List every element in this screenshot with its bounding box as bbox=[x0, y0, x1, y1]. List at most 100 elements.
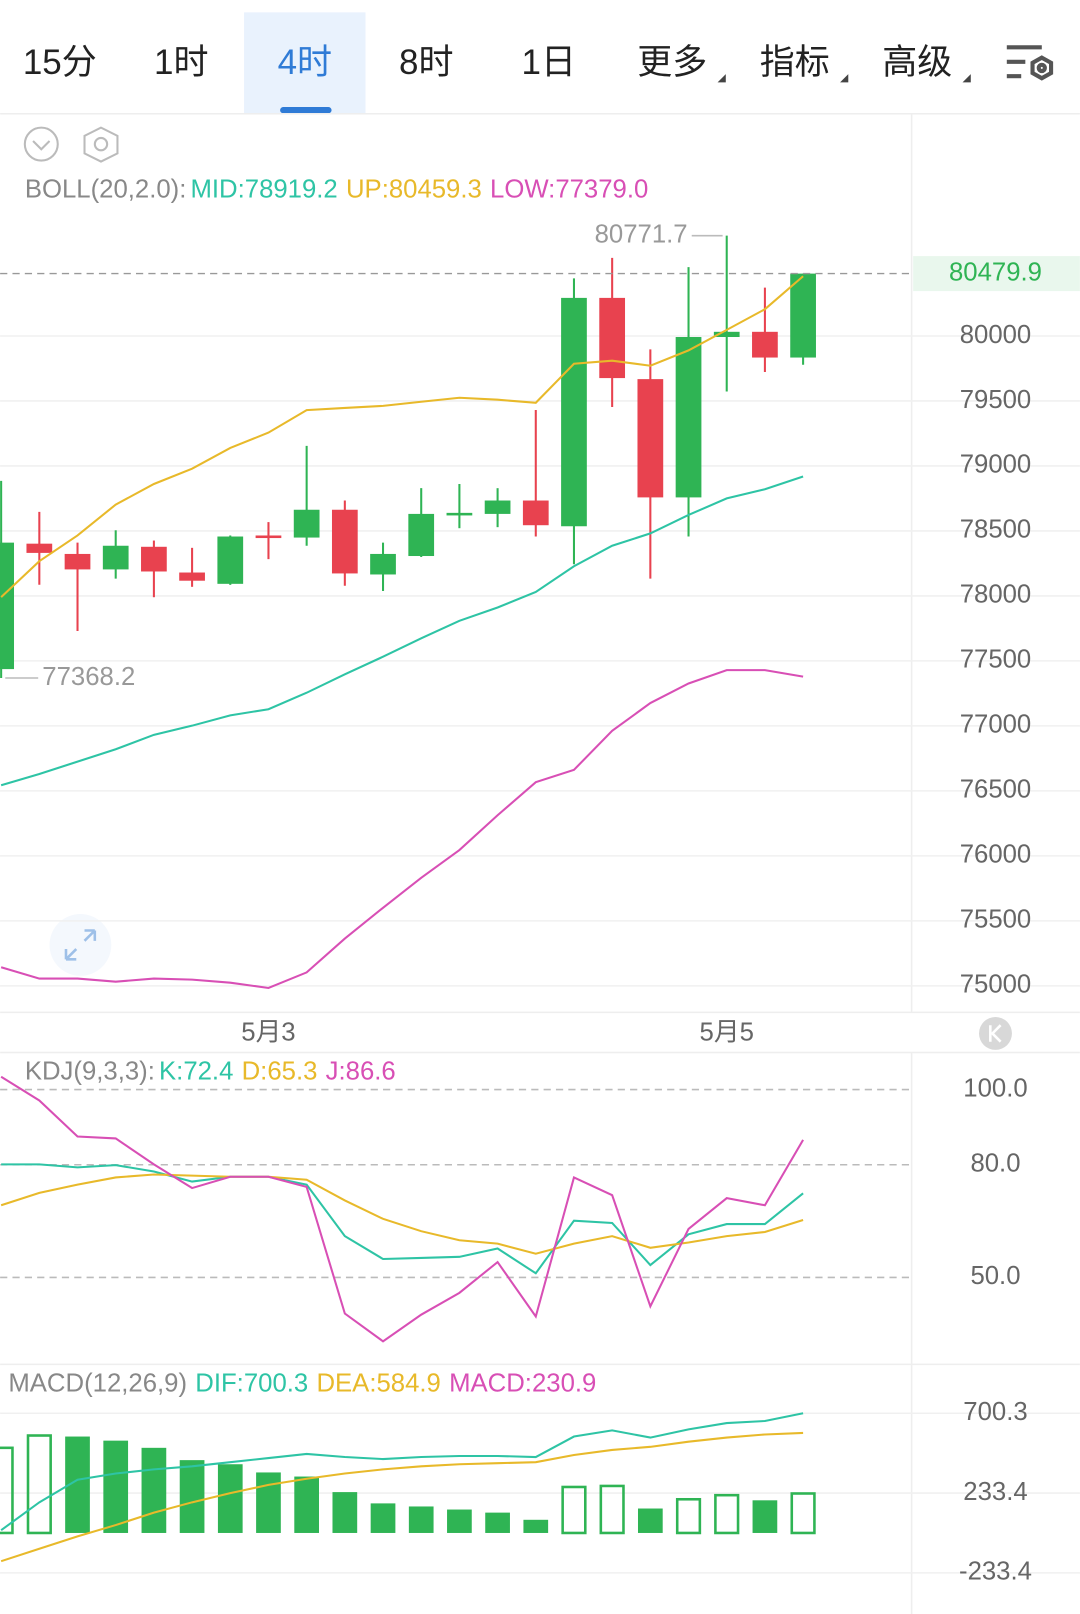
macd-bar bbox=[599, 1484, 625, 1535]
scroll-to-latest[interactable] bbox=[979, 1016, 1012, 1050]
macd-bar bbox=[675, 1497, 702, 1535]
candle-body bbox=[484, 500, 511, 514]
legend-indicator: MACD(12,26,9) bbox=[8, 1369, 187, 1397]
y-tick-label: 78500 bbox=[960, 516, 1032, 544]
fullscreen-btn-bg[interactable] bbox=[49, 914, 112, 976]
tab[interactable]: 高级 bbox=[882, 43, 952, 82]
tab-selected[interactable]: 4时 bbox=[278, 43, 332, 82]
min-annotation: 77368.2 bbox=[42, 663, 135, 691]
candle-body bbox=[790, 273, 816, 358]
y-tick-label: 79500 bbox=[960, 386, 1032, 414]
legend-name: UP: bbox=[346, 175, 389, 203]
x-tick-label: 5月5 bbox=[700, 1018, 754, 1046]
indicator-line bbox=[0, 1075, 804, 1343]
macd-bar bbox=[141, 1447, 167, 1533]
legend-name: DIF: bbox=[195, 1369, 244, 1397]
macd-bar bbox=[561, 1485, 587, 1535]
y-tick-label: 75500 bbox=[960, 906, 1032, 934]
legend-value: 78919.2 bbox=[245, 175, 338, 203]
macd-bar bbox=[256, 1472, 281, 1533]
macd-bar bbox=[0, 1446, 14, 1535]
y-tick-label: 700.3 bbox=[963, 1398, 1027, 1426]
legend-name: J: bbox=[326, 1057, 346, 1085]
macd-bar bbox=[370, 1503, 396, 1533]
tab[interactable]: 1日 bbox=[522, 43, 576, 82]
macd-bar bbox=[26, 1434, 52, 1535]
candle-body bbox=[255, 535, 282, 539]
last-price-label: 80479.9 bbox=[949, 258, 1042, 286]
legend-value: 65.3 bbox=[267, 1057, 317, 1085]
candle-body bbox=[713, 331, 740, 338]
legend-name: D: bbox=[242, 1057, 268, 1085]
legend: KDJ(9,3,3): K:72.4 D:65.3 J:86.6 bbox=[25, 1057, 396, 1085]
macd-bar bbox=[752, 1500, 778, 1533]
y-tick-label: 75000 bbox=[960, 971, 1032, 999]
macd-bar bbox=[103, 1440, 129, 1533]
settings-icon[interactable] bbox=[1006, 45, 1054, 81]
candle-body bbox=[179, 572, 205, 581]
legend-name: K: bbox=[159, 1057, 183, 1085]
candle-body bbox=[331, 509, 358, 574]
y-tick-label: 100.0 bbox=[963, 1074, 1027, 1102]
candle-body bbox=[141, 546, 167, 572]
candle-body bbox=[637, 379, 664, 498]
legend-name: DEA: bbox=[316, 1369, 376, 1397]
settings-hex-center bbox=[93, 136, 109, 152]
legend: MACD(12,26,9) DIF:700.3 DEA:584.9 MACD:230.… bbox=[8, 1369, 596, 1397]
candle-body bbox=[675, 337, 702, 498]
y-tick-label: 80.0 bbox=[970, 1150, 1020, 1178]
macd-bar bbox=[294, 1476, 320, 1533]
candle-body bbox=[446, 512, 473, 516]
candle-body bbox=[522, 500, 549, 526]
candle-body bbox=[293, 509, 320, 538]
legend-value: 700.3 bbox=[244, 1369, 308, 1397]
x-tick-label: 5月3 bbox=[241, 1018, 295, 1046]
y-tick-label: 76500 bbox=[960, 776, 1032, 804]
legend-name: MID: bbox=[190, 175, 244, 203]
legend: BOLL(20,2.0): MID:78919.2 UP:80459.3 LOW:77… bbox=[25, 175, 648, 203]
y-tick-label: 78000 bbox=[960, 581, 1032, 609]
legend-value: 584.9 bbox=[376, 1369, 440, 1397]
indicator-line bbox=[0, 669, 804, 990]
indicator-line bbox=[0, 1412, 804, 1532]
candle-body bbox=[370, 553, 396, 575]
collapse-icon-arrow bbox=[32, 140, 51, 151]
tab[interactable]: 指标 bbox=[760, 43, 830, 82]
collapse-icon[interactable] bbox=[23, 126, 59, 162]
legend-value: 80459.3 bbox=[389, 175, 482, 203]
indicator-line bbox=[0, 1431, 804, 1563]
tab[interactable]: 更多 bbox=[637, 43, 707, 82]
legend-value: 77379.0 bbox=[555, 175, 648, 203]
tab[interactable]: 15分 bbox=[23, 43, 97, 82]
macd-bar bbox=[714, 1493, 740, 1535]
tab[interactable]: 1时 bbox=[154, 43, 208, 82]
legend-name: LOW: bbox=[490, 175, 555, 203]
macd-bar bbox=[637, 1508, 663, 1533]
candle-body bbox=[408, 513, 435, 557]
macd-bar bbox=[790, 1492, 816, 1535]
last-price-box bbox=[913, 256, 1080, 292]
max-annotation: 80771.7 bbox=[595, 220, 688, 248]
legend-value: 230.9 bbox=[532, 1369, 596, 1397]
fullscreen-icon bbox=[64, 929, 97, 961]
tab[interactable]: 8时 bbox=[399, 43, 453, 82]
scroll-to-latest-glyph bbox=[989, 1024, 1002, 1043]
candle-body bbox=[599, 297, 626, 379]
macd-bar bbox=[447, 1509, 472, 1533]
settings-hex-icon[interactable] bbox=[83, 126, 119, 163]
candle-body bbox=[102, 545, 129, 570]
y-tick-label: 80000 bbox=[960, 321, 1032, 349]
selected-tab-underline bbox=[280, 107, 332, 114]
candle-body bbox=[0, 542, 15, 670]
y-tick-label: 77500 bbox=[960, 646, 1032, 674]
selected-tab-bg bbox=[244, 12, 366, 114]
y-tick-label: 77000 bbox=[960, 711, 1032, 739]
candle-body bbox=[64, 553, 91, 570]
legend-indicator: BOLL(20,2.0): bbox=[25, 175, 187, 203]
legend-value: 72.4 bbox=[183, 1057, 233, 1085]
legend-indicator: KDJ(9,3,3): bbox=[25, 1057, 155, 1085]
legend-value: 86.6 bbox=[346, 1057, 396, 1085]
